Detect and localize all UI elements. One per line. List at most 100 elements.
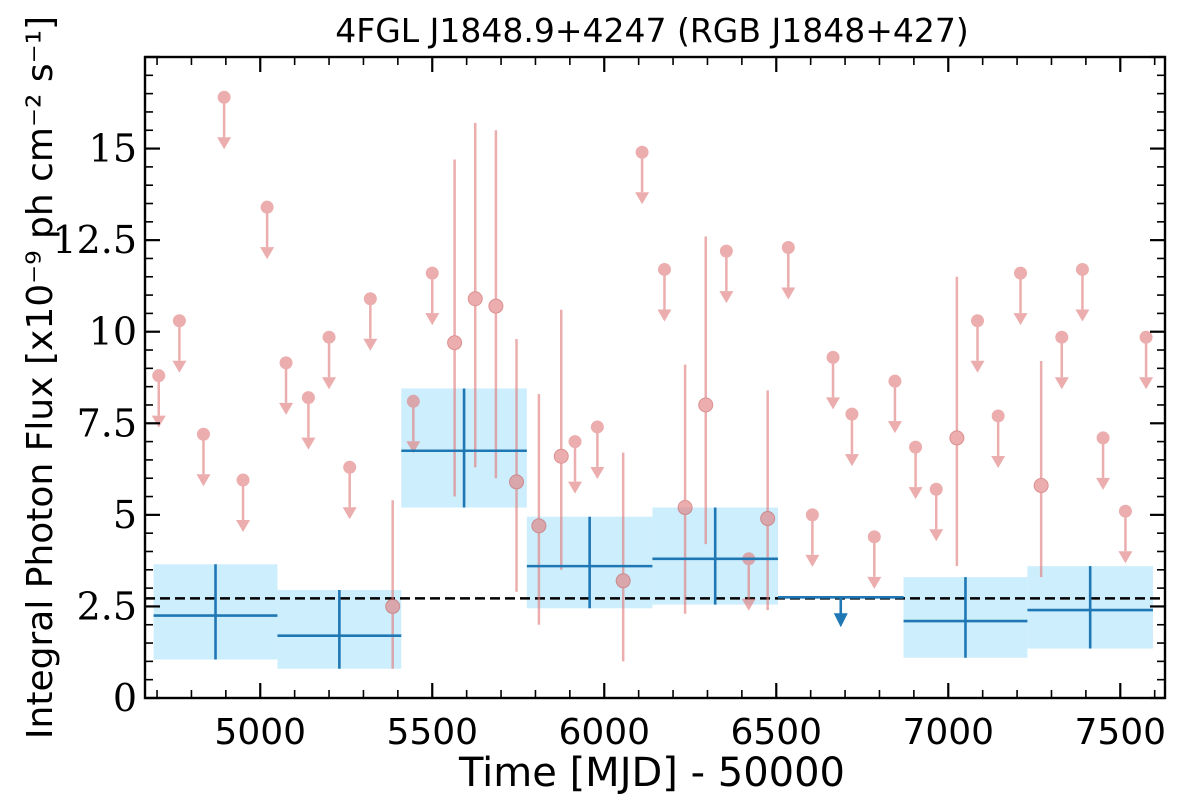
upper-limit-point	[260, 200, 274, 214]
monthly-upper-limit	[805, 508, 820, 567]
x-tick-label: 7000	[902, 712, 994, 753]
monthly-detection	[615, 452, 631, 662]
upper-limit-arrow	[826, 397, 841, 410]
upper-limit-arrow	[1054, 377, 1069, 390]
monthly-upper-limit	[719, 244, 734, 304]
monthly-detection	[677, 364, 693, 614]
monthly-detection	[385, 500, 401, 669]
monthly-upper-limit	[887, 374, 902, 434]
y-axis: 0 2.5 5 7.5 10 12.5 15	[52, 55, 1165, 720]
upper-limit-arrow	[196, 474, 211, 487]
upper-limit-point	[867, 530, 881, 544]
x-tick-label: 6500	[730, 712, 822, 753]
detection-point	[677, 500, 693, 516]
upper-limit-arrow	[236, 520, 251, 533]
yearly-upper-limit	[777, 595, 904, 628]
upper-limit-point	[719, 244, 733, 258]
upper-limit-arrow	[217, 137, 232, 150]
upper-limit-point	[826, 350, 840, 364]
upper-limit-point	[657, 262, 671, 276]
monthly-detection	[488, 130, 504, 479]
monthly-upper-limit	[970, 314, 985, 373]
upper-limit-arrow	[741, 598, 756, 611]
plot-frame	[143, 55, 1167, 700]
upper-limit-arrow	[805, 554, 820, 567]
monthly-upper-limit	[568, 435, 583, 494]
detection-point	[698, 397, 714, 413]
monthly-upper-limit	[908, 440, 923, 500]
monthly-upper-limit	[867, 530, 882, 589]
monthly-upper-limit	[260, 200, 275, 260]
upper-limit-arrow	[781, 287, 796, 300]
upper-limit-point	[279, 356, 293, 370]
yearly-bin-series	[153, 388, 1153, 669]
monthly-detection	[698, 236, 714, 545]
yearly-bin-point	[1027, 566, 1153, 649]
detection-point	[488, 298, 504, 314]
upper-limit-arrow	[929, 529, 944, 542]
upper-limit-point	[172, 314, 186, 328]
y-tick-label: 12.5	[52, 218, 137, 262]
upper-limit-point	[217, 90, 231, 104]
monthly-detection	[760, 390, 776, 611]
upper-limit-arrow	[844, 454, 859, 467]
upper-limit-arrow	[1139, 377, 1154, 390]
upper-limit-arrow	[279, 402, 294, 415]
y-tick-label: 5	[113, 493, 137, 537]
upper-limit-arrow	[406, 441, 421, 454]
monthly-upper-limit	[781, 240, 796, 300]
monthly-detection	[509, 339, 525, 592]
monthly-upper-limit	[301, 391, 316, 450]
monthly-upper-limit	[1118, 504, 1133, 564]
monthly-upper-limit	[929, 482, 944, 542]
upper-limit-arrow	[657, 309, 672, 322]
monthly-detection	[447, 159, 463, 497]
detection-point	[553, 448, 569, 464]
yearly-bin-point	[153, 564, 278, 660]
detection-point	[467, 291, 483, 307]
monthly-upper-limit	[172, 314, 187, 373]
monthly-upper-limit	[635, 145, 650, 205]
upper-limit-point	[635, 145, 649, 159]
upper-limit-point	[196, 427, 210, 441]
upper-limit-arrow	[172, 360, 187, 373]
upper-limit-point	[1096, 431, 1110, 445]
upper-limit-arrow	[719, 291, 734, 304]
monthly-upper-limit	[279, 356, 294, 415]
y-tick-label: 2.5	[77, 584, 137, 628]
monthly-upper-limit	[342, 460, 357, 520]
upper-limit-arrow	[1075, 309, 1090, 322]
monthly-upper-limit	[406, 394, 421, 454]
yearly-bin-point	[652, 507, 778, 605]
upper-limit-point	[1118, 504, 1132, 518]
upper-limit-point	[1139, 330, 1153, 344]
upper-limit-arrow	[590, 466, 605, 479]
upper-limit-point	[781, 240, 795, 254]
plot-border	[143, 55, 1167, 700]
monthly-upper-limit	[425, 266, 440, 326]
monthly-detection	[531, 393, 547, 625]
y-tick-label: 0	[113, 676, 137, 720]
upper-limit-arrow	[301, 437, 316, 450]
upper-limit-point	[406, 394, 420, 408]
upper-limit-point	[590, 420, 604, 434]
monthly-upper-limit	[322, 330, 337, 390]
upper-limit-arrow	[1118, 551, 1133, 564]
upper-limit-point	[805, 508, 819, 522]
monthly-upper-limit	[1075, 262, 1090, 322]
upper-limit-arrow	[151, 415, 166, 428]
yearly-bin-point	[526, 516, 653, 609]
upper-limit-point	[888, 374, 902, 388]
upper-limit-arrow	[908, 487, 923, 500]
upper-limit-arrow	[887, 421, 902, 434]
monthly-detection	[553, 309, 569, 570]
upper-limit-point	[971, 314, 985, 328]
monthly-upper-limit	[236, 473, 251, 533]
yearly-bin-point	[903, 577, 1028, 658]
y-axis-label: Integral Photon Flux [x10⁻⁹ ph cm⁻² s⁻¹]	[20, 16, 61, 739]
upper-limit-point	[845, 407, 859, 421]
upper-limit-arrow	[970, 360, 985, 373]
upper-limit-point	[909, 440, 923, 454]
upper-limit-arrow	[867, 576, 882, 589]
